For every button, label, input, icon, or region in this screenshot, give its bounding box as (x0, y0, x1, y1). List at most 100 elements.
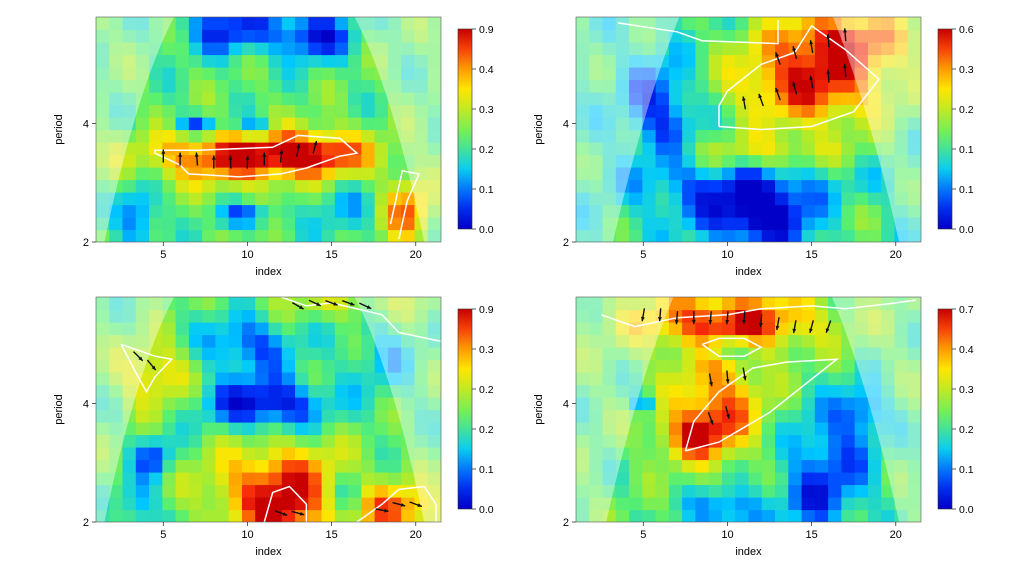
heatmap-cell (629, 372, 643, 386)
colorbar-tick-label: 0.0 (479, 224, 494, 236)
heatmap-cell (361, 359, 376, 373)
heatmap-cell (387, 92, 402, 106)
heatmap-cell (334, 422, 349, 436)
heatmap-cell (202, 129, 217, 143)
heatmap-cell (122, 297, 137, 311)
heatmap-cell (295, 372, 309, 386)
heatmap-cell (427, 422, 441, 436)
heatmap-cell (907, 54, 921, 68)
heatmap-cell (615, 92, 630, 106)
heatmap-cell (721, 29, 736, 43)
heatmap-cell (387, 359, 402, 373)
significance-contour (684, 358, 840, 452)
heatmap-cell (721, 334, 736, 348)
heatmap-cell (228, 422, 243, 436)
heatmap-cell (162, 484, 177, 498)
phase-arrow-head (759, 323, 763, 328)
colorbar-tick-label: 0.2 (959, 104, 974, 116)
heatmap-cell (162, 459, 177, 473)
heatmap-cell (281, 179, 296, 193)
heatmap-cell (109, 142, 124, 156)
heatmap-cell (788, 397, 803, 411)
heatmap-cell (162, 217, 177, 231)
heatmap-cell (361, 372, 376, 386)
heatmap-cell (321, 29, 336, 43)
heatmap-cell (615, 104, 630, 118)
heatmap-cell (361, 497, 376, 511)
heatmap-cell (401, 142, 416, 156)
heatmap-cell (867, 434, 882, 448)
phase-arrow (825, 320, 832, 333)
heatmap-cell (348, 154, 362, 168)
y-axis-label: period (53, 394, 65, 425)
phase-arrow (843, 28, 847, 42)
heatmap-cell (894, 309, 909, 323)
heatmap-cell (655, 322, 670, 336)
heatmap-cell (295, 347, 309, 361)
heatmap-cell (682, 397, 697, 411)
heatmap-cell (188, 217, 203, 231)
heatmap-cell (589, 434, 604, 448)
heatmap-cell (188, 229, 203, 242)
colorbar-tick-label: 0.3 (479, 344, 494, 356)
heatmap-cell (615, 42, 630, 56)
heatmap-cell (642, 484, 657, 498)
heatmap-cell (589, 372, 604, 386)
heatmap-cell (668, 217, 683, 231)
heatmap-cell (708, 17, 723, 31)
phase-arrow (279, 149, 284, 163)
heatmap-cell (228, 229, 243, 242)
heatmap-cell (109, 422, 124, 436)
heatmap-cell (642, 334, 657, 348)
heatmap-cell (682, 297, 697, 311)
heatmap-cell (655, 17, 670, 31)
heatmap-cell (321, 509, 336, 522)
heatmap-cell (629, 347, 643, 361)
heatmap-cell (655, 29, 670, 43)
heatmap-cell (668, 79, 683, 93)
heatmap-cell (828, 347, 842, 361)
heatmap-cell (682, 359, 697, 373)
heatmap-cell (135, 322, 150, 336)
heatmap-cell (814, 79, 829, 93)
heatmap-cell (149, 422, 163, 436)
heatmap-cell (655, 142, 670, 156)
heatmap-cell (427, 117, 441, 131)
heatmap-cell (188, 409, 203, 423)
top-right-wavelet-panel: 5 10 15 20 2 4 index period 0.6 0.3 0.2 0.1 0.1 0.0 (530, 15, 980, 285)
heatmap-cell (801, 167, 816, 181)
heatmap-cell (241, 179, 256, 193)
heatmap-cell (387, 297, 402, 311)
heatmap-cell (414, 409, 429, 423)
heatmap-cell (374, 204, 389, 218)
heatmap-cell (361, 142, 376, 156)
heatmap-cell (281, 359, 296, 373)
heatmap-cell (775, 447, 789, 461)
heatmap-cell (334, 459, 349, 473)
heatmap-cell (215, 509, 230, 522)
heatmap-cell (775, 142, 789, 156)
heatmap-cell (308, 484, 323, 498)
heatmap-cell (602, 54, 617, 68)
heatmap-cell (615, 409, 630, 423)
cone-shade-left (96, 17, 175, 242)
heatmap-cell (96, 397, 110, 411)
heatmap-cell (881, 29, 896, 43)
heatmap-cell (175, 54, 190, 68)
heatmap-cell (162, 154, 177, 168)
heatmap-cell (748, 384, 763, 398)
heatmap-cell (241, 217, 256, 231)
heatmap-cell (668, 297, 683, 311)
heatmap-cell (708, 297, 723, 311)
heatmap-cell (96, 204, 110, 218)
heatmap-cell (321, 497, 336, 511)
heatmap-cell (241, 459, 256, 473)
heatmap-cell (321, 117, 336, 131)
phase-arrow-head (262, 152, 267, 157)
heatmap-cell (881, 204, 896, 218)
phase-arrow-head (282, 512, 288, 516)
heatmap-cell (602, 397, 617, 411)
heatmap-cell (907, 92, 921, 106)
heatmap-cell (295, 154, 309, 168)
heatmap-cell (894, 167, 909, 181)
